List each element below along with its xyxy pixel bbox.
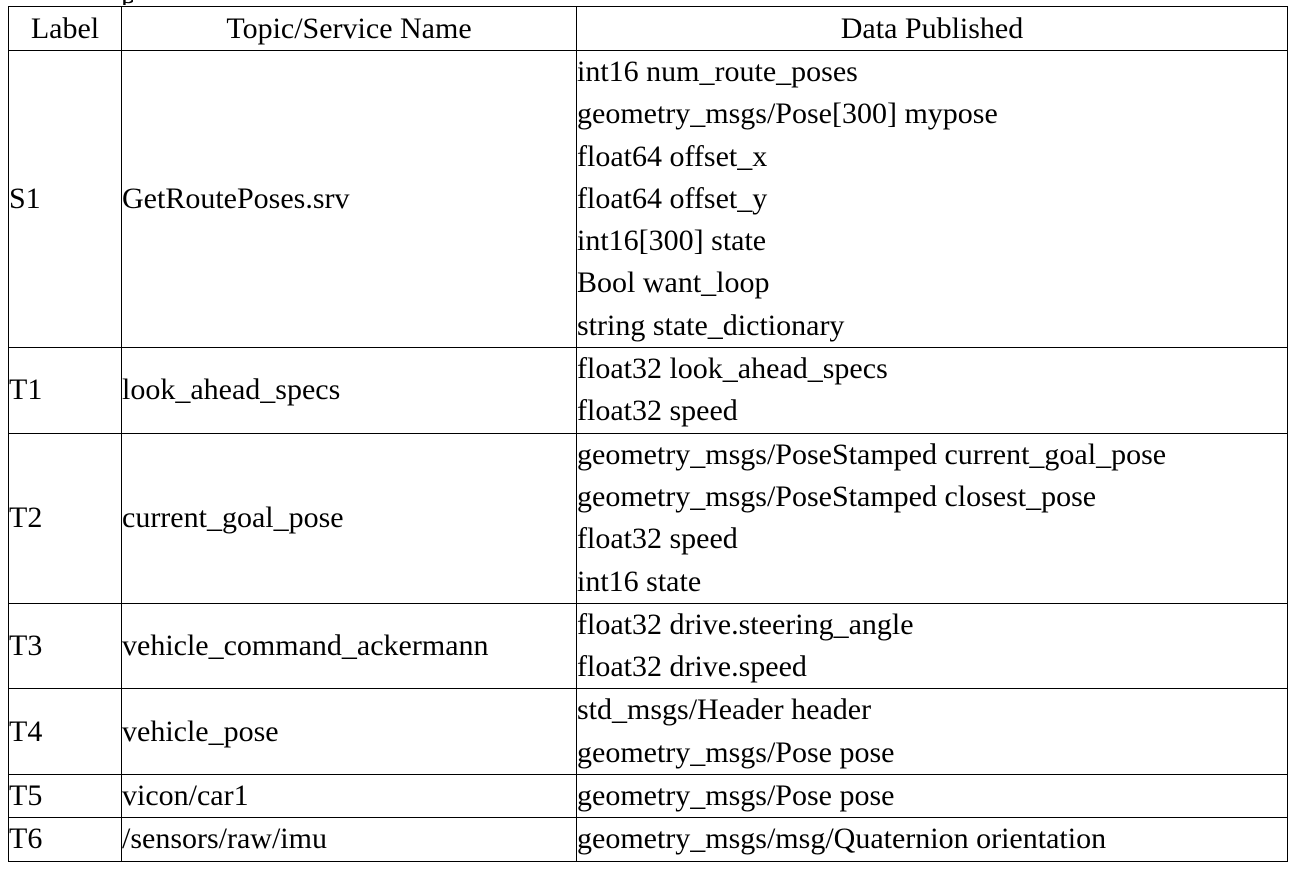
row-label: T5 xyxy=(8,774,122,819)
row-topic: vicon/car1 xyxy=(121,774,577,819)
row-topic: look_ahead_specs xyxy=(121,347,577,434)
row-label: S1 xyxy=(8,49,122,349)
table-row: S1 GetRoutePoses.srv int16 num_route_pos… xyxy=(8,49,1288,349)
topics-services-table: Label Topic/Service Name Data Published … xyxy=(8,6,1288,862)
row-topic: vehicle_command_ackermann xyxy=(121,602,577,690)
row-label: T6 xyxy=(8,817,122,862)
data-line: geometry_msgs/Pose pose xyxy=(577,779,895,813)
data-line: geometry_msgs/Pose pose xyxy=(577,735,895,769)
data-line: geometry_msgs/PoseStamped current_goal_p… xyxy=(577,437,1167,471)
data-line: int16 num_route_poses xyxy=(577,55,858,88)
header-row: Label Topic/Service Name Data Published xyxy=(8,6,1288,51)
data-line: geometry_msgs/msg/Quaternion orientation xyxy=(577,822,1107,856)
data-line: int16 state xyxy=(577,564,702,598)
header-data: Data Published xyxy=(576,6,1288,51)
data-line: float32 speed xyxy=(577,394,738,428)
data-line: string state_dictionary xyxy=(577,308,845,342)
row-label: T3 xyxy=(8,602,122,690)
table-row: T6 /sensors/raw/imu geometry_msgs/msg/Qu… xyxy=(8,817,1288,862)
data-line: geometry_msgs/PoseStamped closest_pose xyxy=(577,479,1097,513)
data-line: float64 offset_x xyxy=(577,139,768,173)
row-topic: /sensors/raw/imu xyxy=(121,817,577,862)
row-data: float32 look_ahead_specs float32 speed xyxy=(576,347,1288,434)
row-label: T1 xyxy=(8,347,122,434)
row-data: geometry_msgs/msg/Quaternion orientation xyxy=(576,817,1288,862)
table-row: T5 vicon/car1 geometry_msgs/Pose pose xyxy=(8,774,1288,819)
row-topic: vehicle_pose xyxy=(121,688,577,776)
data-line: geometry_msgs/Pose[300] mypose xyxy=(577,97,998,131)
table-row: T3 vehicle_command_ackermann float32 dri… xyxy=(8,602,1288,690)
caption-fragment: p xyxy=(121,0,133,5)
row-label: T4 xyxy=(8,688,122,776)
row-data: geometry_msgs/Pose pose xyxy=(576,774,1288,819)
table-row: T1 look_ahead_specs float32 look_ahead_s… xyxy=(8,347,1288,434)
row-topic: GetRoutePoses.srv xyxy=(121,49,577,349)
table-row: T2 current_goal_pose geometry_msgs/PoseS… xyxy=(8,432,1288,604)
data-line: float64 offset_y xyxy=(577,181,768,215)
header-label: Label xyxy=(8,6,122,51)
row-label: T2 xyxy=(8,432,122,604)
row-data: float32 drive.steering_angle float32 dri… xyxy=(576,602,1288,690)
table-row: T4 vehicle_pose std_msgs/Header header g… xyxy=(8,688,1288,776)
data-line: int16[300] state xyxy=(577,224,767,258)
data-line: std_msgs/Header header xyxy=(577,693,872,727)
data-line: float32 look_ahead_specs xyxy=(577,352,888,386)
data-line: float32 speed xyxy=(577,522,738,556)
row-data: std_msgs/Header header geometry_msgs/Pos… xyxy=(576,688,1288,776)
data-line: Bool want_loop xyxy=(577,266,770,300)
row-topic: current_goal_pose xyxy=(121,432,577,604)
row-data: geometry_msgs/PoseStamped current_goal_p… xyxy=(576,432,1288,604)
data-line: float32 drive.speed xyxy=(577,650,807,684)
data-line: float32 drive.steering_angle xyxy=(577,607,914,641)
header-topic: Topic/Service Name xyxy=(121,6,577,51)
row-data: int16 num_route_poses geometry_msgs/Pose… xyxy=(576,49,1288,349)
